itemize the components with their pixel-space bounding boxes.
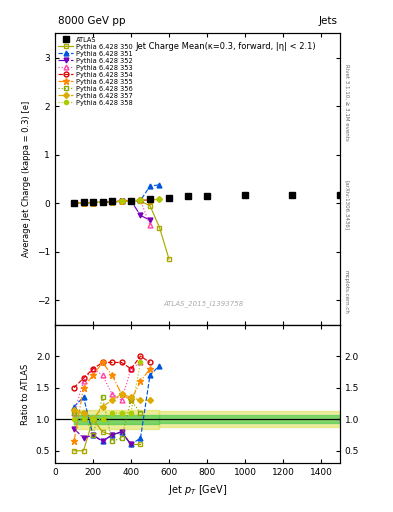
Legend: ATLAS, Pythia 6.428 350, Pythia 6.428 351, Pythia 6.428 352, Pythia 6.428 353, P: ATLAS, Pythia 6.428 350, Pythia 6.428 35… (57, 35, 134, 107)
Y-axis label: Ratio to ATLAS: Ratio to ATLAS (21, 364, 30, 424)
Text: Rivet 3.1.10, ≥ 3.1M events: Rivet 3.1.10, ≥ 3.1M events (344, 64, 349, 141)
X-axis label: Jet $p_T$ [GeV]: Jet $p_T$ [GeV] (168, 483, 227, 497)
Text: [arXiv:1306.3436]: [arXiv:1306.3436] (344, 180, 349, 230)
Y-axis label: Average Jet Charge (kappa = 0.3) [e]: Average Jet Charge (kappa = 0.3) [e] (22, 101, 31, 257)
Text: Jet Charge Mean(κ=0.3, forward, |η| < 2.1): Jet Charge Mean(κ=0.3, forward, |η| < 2.… (136, 42, 316, 51)
Text: 8000 GeV pp: 8000 GeV pp (58, 16, 125, 26)
Text: mcplots.cern.ch: mcplots.cern.ch (344, 270, 349, 314)
Text: Jets: Jets (318, 16, 337, 26)
Text: ATLAS_2015_I1393758: ATLAS_2015_I1393758 (163, 301, 243, 307)
